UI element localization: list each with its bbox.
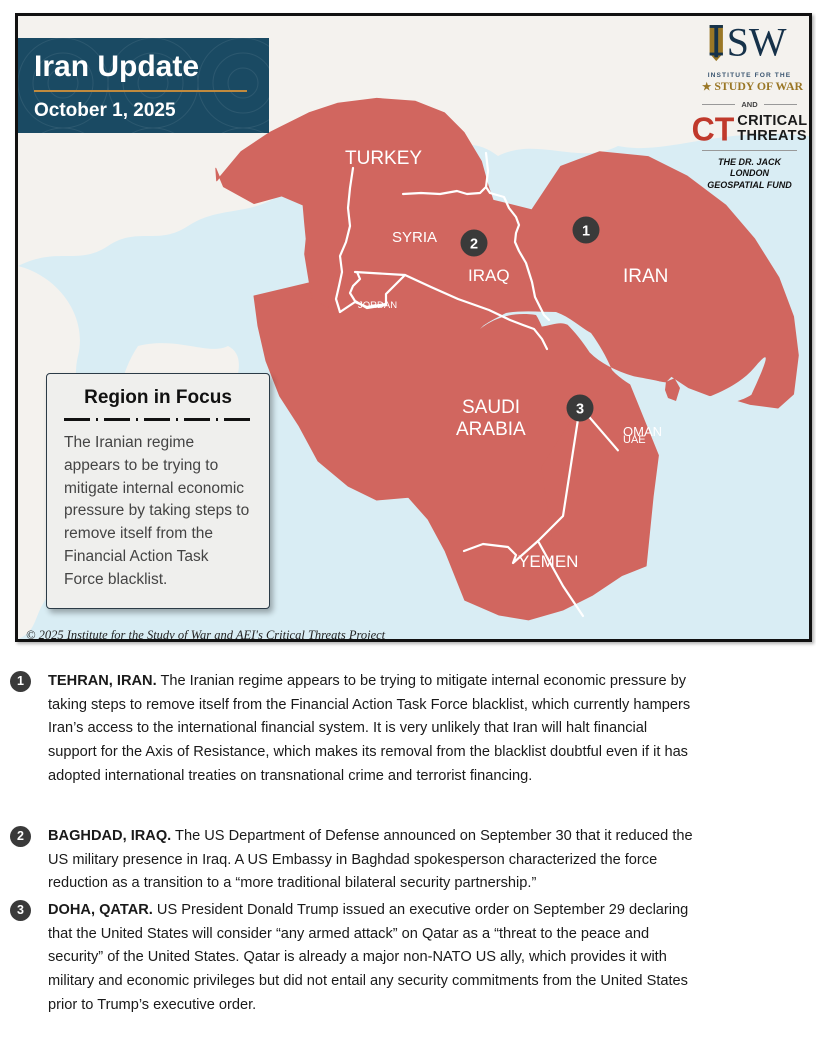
svg-text:2: 2 [470, 237, 478, 253]
svg-text:OMAN: OMAN [623, 424, 662, 439]
svg-text:1: 1 [582, 224, 590, 240]
svg-text:JORDAN: JORDAN [358, 300, 397, 311]
svg-text:SW: SW [727, 23, 787, 64]
svg-text:IRAN: IRAN [623, 266, 668, 287]
svg-text:TURKEY: TURKEY [345, 148, 422, 169]
svg-text:IRAQ: IRAQ [468, 266, 510, 285]
svg-text:ARABIA: ARABIA [456, 419, 526, 440]
svg-text:SYRIA: SYRIA [392, 229, 437, 246]
svg-text:SAUDI: SAUDI [462, 397, 520, 418]
svg-text:3: 3 [576, 402, 584, 418]
svg-text:YEMEN: YEMEN [518, 552, 578, 571]
